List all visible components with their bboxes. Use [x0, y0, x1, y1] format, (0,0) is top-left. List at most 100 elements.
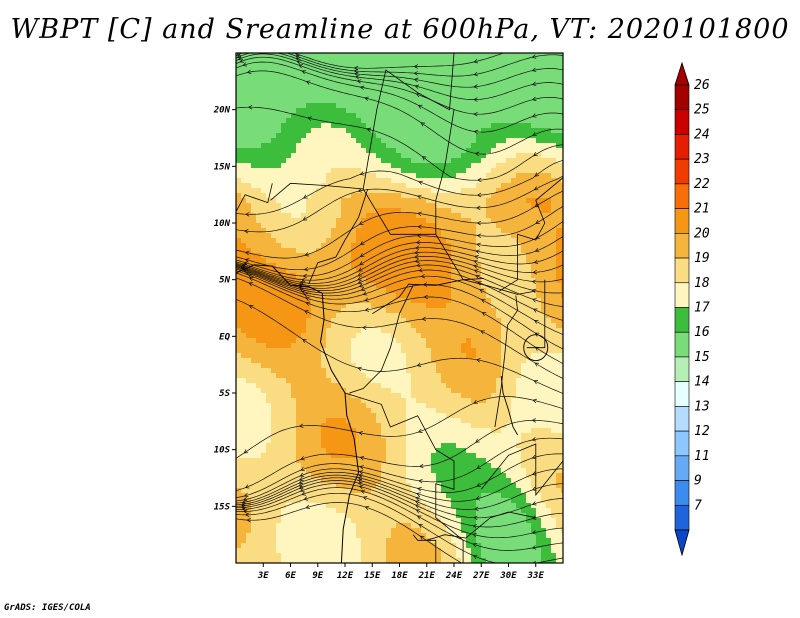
streamline-arrow	[301, 70, 306, 75]
streamline-arrow	[533, 152, 538, 157]
streamline-arrow	[360, 286, 366, 292]
streamline-arrow	[303, 266, 309, 272]
streamline-arrow	[473, 259, 479, 265]
streamline-arrow	[534, 172, 540, 177]
streamline-arrow	[533, 186, 539, 191]
streamline	[236, 420, 563, 491]
streamline-arrow	[302, 273, 307, 279]
streamline-arrow	[244, 258, 250, 263]
streamline-arrow	[364, 96, 369, 101]
streamline-arrow	[533, 319, 539, 324]
streamline-arrow	[305, 301, 311, 306]
colorbar-label: 16	[694, 325, 710, 340]
streamline-arrow	[359, 240, 365, 246]
streamline	[236, 56, 563, 115]
colorbar-swatch	[674, 109, 690, 135]
streamline-arrow	[481, 312, 487, 317]
streamline-arrow	[534, 332, 540, 337]
border-line	[480, 443, 563, 497]
streamline-arrow	[532, 41, 536, 45]
colorbar-label: 20	[694, 226, 710, 241]
streamline-arrow	[417, 487, 422, 492]
wbpt-field	[236, 53, 563, 563]
streamline	[236, 190, 563, 259]
colorbar: 26 25 24 23 22 21 20 19 18 17 16 15 14 13 12 11 9 7	[674, 61, 710, 557]
streamline	[236, 268, 563, 335]
streamline-arrow	[241, 506, 247, 512]
streamline-arrow	[423, 294, 428, 300]
streamline-arrow	[298, 423, 304, 429]
colorbar-bottom-arrow	[674, 529, 690, 557]
lon-tick-label: 33E	[527, 571, 545, 581]
lon-tick-label: 30E	[499, 571, 517, 581]
colorbar-swatch	[674, 233, 690, 259]
streamline-arrow	[248, 282, 254, 287]
lon-tick-label: 12E	[337, 571, 354, 581]
streamline-arrow	[248, 304, 254, 309]
streamline-arrow	[473, 97, 478, 102]
streamline-arrow	[298, 64, 303, 69]
streamline-arrow	[244, 484, 250, 489]
streamline-arrow	[473, 269, 479, 274]
streamline-arrow	[364, 307, 370, 312]
streamline-arrow	[357, 481, 363, 486]
colorbar-swatch	[674, 282, 690, 308]
lat-tick-label: 15N	[214, 162, 231, 172]
border-line	[372, 278, 485, 315]
grads-credit: GrADS: IGES/COLA	[4, 603, 91, 613]
streamline-arrow	[534, 362, 540, 367]
colorbar-label: 15	[694, 350, 710, 365]
streamline-arrow	[531, 54, 537, 59]
streamline-arrow	[416, 492, 421, 497]
streamline	[236, 106, 563, 181]
lon-tick-label: 3E	[257, 571, 269, 581]
streamline-arrow	[305, 504, 310, 509]
streamline-arrow	[357, 188, 363, 193]
streamline-arrow	[531, 501, 537, 506]
colorbar-swatch	[674, 158, 690, 185]
colorbar-swatch	[674, 257, 690, 284]
streamline	[236, 299, 563, 394]
border-line	[526, 279, 546, 349]
colorbar-label: 23	[694, 152, 710, 167]
streamline-arrow	[243, 492, 249, 498]
streamline-arrow	[298, 476, 304, 481]
streamline-arrow	[357, 478, 363, 484]
streamline-arrow	[295, 57, 301, 62]
streamline-arrow	[414, 84, 420, 89]
streamline	[236, 251, 563, 287]
streamline-arrow	[357, 280, 363, 285]
colorbar-label: 9	[694, 474, 702, 489]
streamline-arrow	[473, 264, 478, 269]
streamline-arrow	[299, 287, 305, 293]
streamline-arrow	[417, 428, 423, 433]
streamline-arrow	[242, 497, 248, 502]
streamline-arrow	[358, 267, 363, 272]
streamline-arrow	[475, 438, 480, 443]
streamline-arrow	[421, 316, 427, 322]
colorbar-label: 13	[694, 399, 710, 414]
lon-tick-label: 24E	[445, 571, 463, 581]
streamline-arrow	[359, 455, 365, 461]
lon-tick-label: 18E	[391, 571, 408, 581]
streamline	[236, 487, 563, 551]
colorbar-top-arrow	[674, 61, 690, 86]
lon-tick-label: 15E	[364, 571, 381, 581]
streamline-arrow	[416, 194, 422, 200]
streamline-arrow	[421, 156, 427, 161]
streamline-arrow	[473, 111, 478, 117]
streamline	[236, 61, 563, 133]
streamline-arrow	[358, 470, 364, 475]
streamline	[236, 492, 563, 563]
streamline-arrow	[416, 362, 422, 367]
streamline-arrow	[480, 330, 485, 335]
streamline-arrow	[364, 297, 369, 302]
streamline-arrow	[417, 211, 422, 217]
streamline-arrow	[418, 267, 423, 273]
streamline-arrow	[420, 274, 426, 279]
lon-tick-label: 9E	[312, 571, 323, 581]
streamline-arrow	[418, 463, 424, 469]
streamline	[236, 264, 563, 307]
streamline-arrow	[246, 69, 252, 75]
